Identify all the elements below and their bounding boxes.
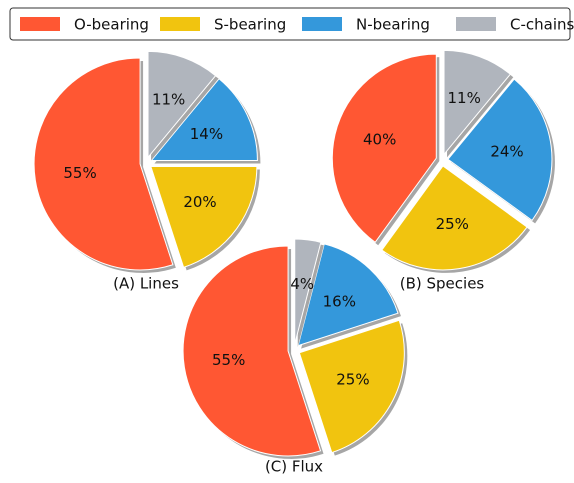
legend-swatch — [456, 17, 496, 31]
wedge — [33, 57, 174, 271]
value-label: 25% — [336, 371, 369, 389]
wedge — [182, 245, 322, 457]
value-label: 20% — [183, 193, 216, 211]
value-label: 14% — [190, 125, 223, 143]
legend-box — [9, 7, 571, 41]
legend-label: N-bearing — [356, 16, 430, 34]
wedge — [381, 165, 528, 271]
wedge — [294, 238, 322, 345]
wedge — [298, 319, 405, 454]
value-label: 24% — [490, 142, 523, 160]
legend-label: O-bearing — [74, 16, 149, 34]
legend-label: C-chains — [510, 16, 574, 34]
wedge — [147, 50, 217, 159]
legend-swatch — [160, 17, 200, 31]
value-label: 11% — [152, 91, 185, 109]
wedge — [443, 49, 512, 156]
value-label: 25% — [436, 215, 469, 233]
value-label: 16% — [323, 292, 356, 310]
legend-swatch — [302, 17, 342, 31]
value-label: 4% — [290, 275, 314, 293]
wedge — [447, 78, 553, 222]
value-label: 55% — [63, 164, 96, 182]
pie-title: (B) Species — [400, 275, 485, 293]
pie-title: (A) Lines — [113, 275, 179, 293]
wedge — [331, 53, 437, 243]
value-label: 40% — [363, 130, 396, 148]
pie-title: (C) Flux — [265, 458, 323, 476]
wedge — [150, 78, 258, 161]
value-label: 55% — [212, 351, 245, 369]
legend-swatch — [20, 17, 60, 31]
wedge — [297, 243, 399, 347]
legend-label: S-bearing — [214, 16, 286, 34]
value-label: 11% — [448, 89, 481, 107]
wedge — [150, 166, 258, 268]
